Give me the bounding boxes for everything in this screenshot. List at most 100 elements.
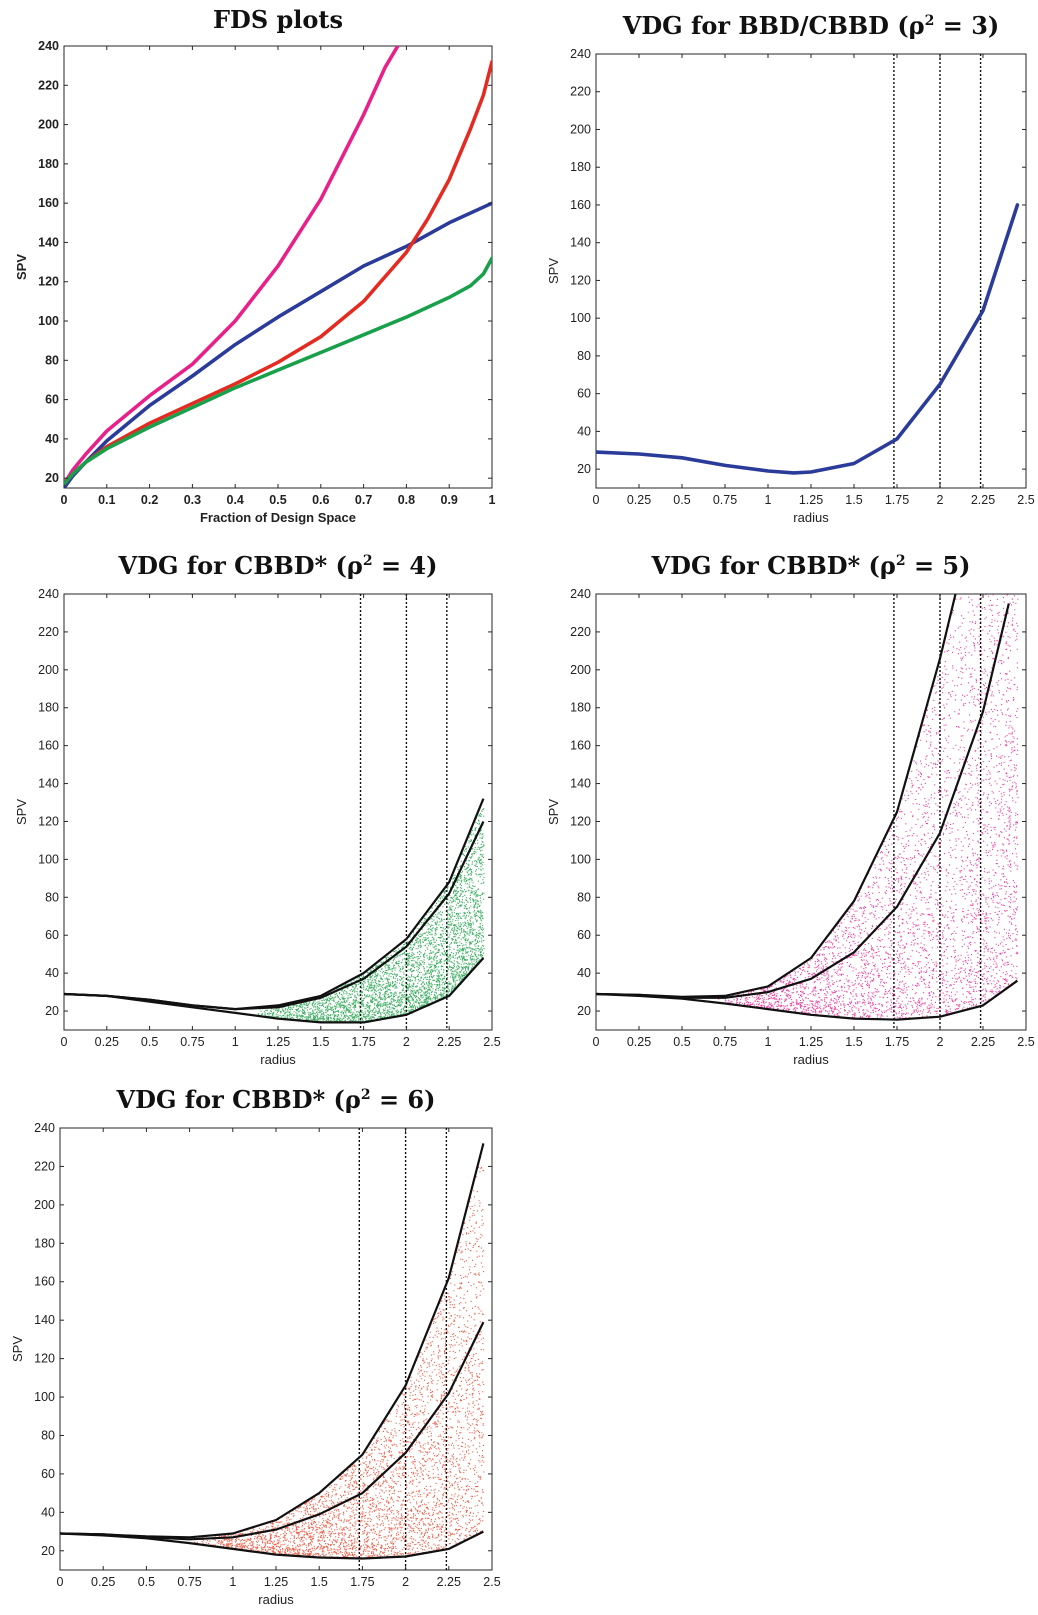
y-tick-label: 100: [570, 311, 591, 325]
y-tick-label: 160: [570, 198, 591, 212]
series-line-1: [64, 46, 400, 486]
y-tick-label: 140: [34, 1313, 55, 1327]
series-line-4: [64, 256, 492, 486]
x-tick-label: 1.75: [885, 493, 909, 507]
x-axis-label: radius: [260, 1052, 296, 1067]
x-tick-label: 0.4: [227, 493, 244, 507]
chart-vdg3: 0 0.25 0.5 0.75 1 1.25 1.5 1.75 2 2.25 2.5 20 40 60 80…: [546, 47, 1035, 525]
y-tick-label: 40: [45, 966, 59, 980]
x-tick-label: 1.25: [799, 1035, 823, 1049]
plot-area: [595, 593, 1027, 1031]
y-tick-label: 100: [34, 1390, 55, 1404]
x-tick-label: 1.5: [311, 1575, 328, 1589]
y-tick-label: 100: [38, 314, 59, 328]
y-tick-label: 160: [34, 1275, 55, 1289]
plot-area: [59, 1127, 493, 1571]
x-tick-label: 0.7: [355, 493, 372, 507]
x-tick-label: 0.5: [269, 493, 286, 507]
x-tick-label: 0.75: [180, 1035, 204, 1049]
y-tick-label: 60: [45, 928, 59, 942]
y-tick-label: 40: [577, 966, 591, 980]
chart-vdg4: 0 0.25 0.5 0.75 1 1.25 1.5 1.75 2 2.25 2.5 20 40 60 80…: [14, 587, 501, 1067]
x-tick-label: 2.25: [437, 1035, 461, 1049]
x-tick-label: 1.25: [266, 1035, 290, 1049]
chart-title: FDS plots: [213, 5, 343, 34]
x-tick-label: 0.1: [98, 493, 115, 507]
envelope-min: [596, 979, 1019, 1021]
y-tick-label: 220: [38, 625, 59, 639]
plot-content: [60, 1128, 485, 1570]
y-tick-label: 140: [38, 235, 59, 249]
y-tick-label: 20: [577, 1004, 591, 1018]
y-tick-label: 100: [38, 852, 59, 866]
y-tick-label: 220: [38, 78, 59, 92]
y-tick-label: 200: [570, 122, 591, 136]
y-tick-label: 80: [41, 1428, 55, 1442]
y-tick-label: 140: [570, 777, 591, 791]
x-tick-label: 2.5: [483, 1575, 500, 1589]
y-tick-label: 160: [570, 739, 591, 753]
y-tick-label: 240: [570, 47, 591, 61]
y-tick-label: 240: [38, 587, 59, 601]
x-tick-label: 0: [61, 1035, 68, 1049]
x-tick-label: 2.25: [437, 1575, 461, 1589]
x-tick-label: 0.5: [138, 1575, 155, 1589]
envelope-min: [60, 1530, 484, 1560]
y-tick-label: 200: [34, 1198, 55, 1212]
x-tick-label: 1.5: [845, 1035, 862, 1049]
scatter-points: [717, 594, 1019, 1021]
y-tick-label: 80: [577, 349, 591, 363]
y-tick-label: 180: [34, 1236, 55, 1250]
y-tick-label: 240: [570, 587, 591, 601]
x-tick-label: 1.75: [350, 1575, 374, 1589]
y-tick-label: 60: [577, 928, 591, 942]
chart-title: VDG for CBBD* (ρ2 = 4): [118, 551, 438, 580]
y-tick-label: 180: [570, 701, 591, 715]
y-tick-label: 120: [38, 275, 59, 289]
y-tick-label: 20: [41, 1544, 55, 1558]
x-axis-label: Fraction of Design Space: [200, 510, 356, 525]
x-tick-label: 2: [403, 1035, 410, 1049]
x-tick-label: 1.5: [845, 493, 862, 507]
x-tick-label: 2.5: [483, 1035, 500, 1049]
x-tick-label: 0.25: [95, 1035, 119, 1049]
x-tick-label: 0.8: [398, 493, 415, 507]
y-tick-label: 80: [45, 890, 59, 904]
x-tick-label: 2: [937, 1035, 944, 1049]
x-tick-label: 1: [765, 1035, 772, 1049]
x-tick-label: 0.25: [627, 1035, 651, 1049]
x-tick-label: 1.25: [799, 493, 823, 507]
y-tick-label: 200: [38, 663, 59, 677]
y-tick-label: 120: [38, 814, 59, 828]
x-tick-label: 0.2: [141, 493, 158, 507]
envelope-min: [64, 957, 485, 1024]
scatter-points: [193, 1156, 485, 1560]
y-tick-label: 20: [45, 1004, 59, 1018]
x-tick-label: 0.75: [713, 1035, 737, 1049]
x-tick-label: 2: [937, 493, 944, 507]
chart-title: VDG for CBBD* (ρ2 = 5): [651, 551, 971, 580]
x-tick-label: 0.75: [177, 1575, 201, 1589]
chart-vdg6: 0 0.25 0.5 0.75 1 1.25 1.5 1.75 2 2.25 2.5 20 40 60 80…: [10, 1121, 501, 1607]
plot-content: [596, 594, 1019, 1030]
y-tick-label: 60: [41, 1467, 55, 1481]
y-axis-label: SPV: [546, 258, 561, 284]
y-tick-label: 80: [577, 890, 591, 904]
x-tick-label: 1.25: [264, 1575, 288, 1589]
x-tick-label: 0.5: [673, 493, 690, 507]
y-tick-label: 60: [577, 387, 591, 401]
y-tick-label: 240: [38, 39, 59, 53]
x-tick-label: 0.25: [91, 1575, 115, 1589]
y-tick-label: 180: [38, 701, 59, 715]
y-tick-label: 160: [38, 739, 59, 753]
chart-title: VDG for BBD/CBBD (ρ2 = 3): [622, 11, 1000, 40]
x-tick-label: 1.5: [312, 1035, 329, 1049]
x-tick-label: 2.5: [1017, 1035, 1034, 1049]
x-axis-label: radius: [258, 1592, 294, 1607]
y-tick-label: 200: [570, 663, 591, 677]
plot-area: [595, 53, 1027, 489]
chart-fds: 0 0.1 0.2 0.3 0.4 0.5 0.6 0.7 0.8 0.9 120406080100…: [14, 39, 496, 525]
chart-title: VDG for CBBD* (ρ2 = 6): [116, 1085, 436, 1114]
envelope-mean: [64, 821, 485, 1011]
